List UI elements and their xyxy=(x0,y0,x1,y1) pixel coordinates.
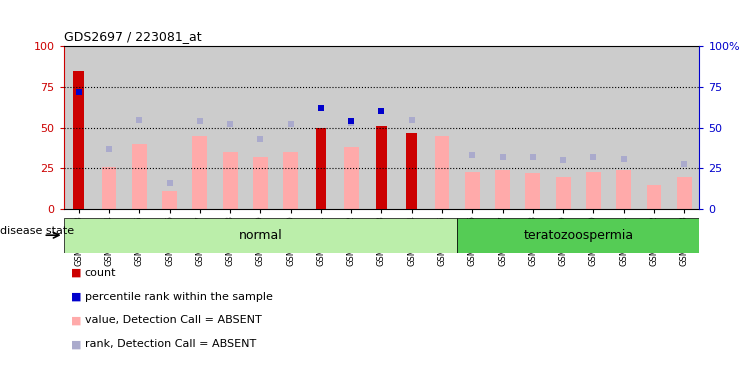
Bar xyxy=(669,46,699,209)
Bar xyxy=(223,152,238,209)
Bar xyxy=(336,46,367,209)
Bar xyxy=(578,46,609,209)
Text: ■: ■ xyxy=(71,268,82,278)
Bar xyxy=(525,174,540,209)
Bar xyxy=(192,136,207,209)
Bar xyxy=(646,185,661,209)
Bar xyxy=(124,46,154,209)
Bar xyxy=(548,46,578,209)
Bar xyxy=(406,132,417,209)
Text: ■: ■ xyxy=(71,291,82,301)
Bar xyxy=(488,46,518,209)
Bar xyxy=(73,71,84,209)
Bar xyxy=(427,46,457,209)
Bar xyxy=(283,152,298,209)
Bar xyxy=(376,126,387,209)
Bar xyxy=(586,172,601,209)
Bar xyxy=(518,46,548,209)
Bar xyxy=(245,46,275,209)
Bar xyxy=(465,172,479,209)
Bar xyxy=(616,170,631,209)
Text: value, Detection Call = ABSENT: value, Detection Call = ABSENT xyxy=(85,315,261,325)
Bar xyxy=(154,46,185,209)
Bar xyxy=(677,177,692,209)
Text: percentile rank within the sample: percentile rank within the sample xyxy=(85,291,272,301)
Bar xyxy=(435,136,450,209)
Text: ■: ■ xyxy=(71,315,82,325)
Text: teratozoospermia: teratozoospermia xyxy=(523,229,634,242)
Bar xyxy=(185,46,215,209)
Bar xyxy=(396,46,427,209)
Bar xyxy=(367,46,396,209)
Bar xyxy=(275,46,306,209)
Bar xyxy=(253,157,268,209)
Bar xyxy=(609,46,639,209)
Text: count: count xyxy=(85,268,116,278)
Bar xyxy=(64,46,94,209)
Bar xyxy=(94,46,124,209)
Bar xyxy=(495,170,510,209)
Text: disease state: disease state xyxy=(0,226,74,237)
Bar xyxy=(556,177,571,209)
Bar xyxy=(457,46,488,209)
FancyBboxPatch shape xyxy=(457,218,699,253)
Bar xyxy=(215,46,245,209)
Text: GDS2697 / 223081_at: GDS2697 / 223081_at xyxy=(64,30,201,43)
Text: normal: normal xyxy=(239,229,282,242)
Bar xyxy=(344,147,358,209)
Bar xyxy=(162,191,177,209)
Bar xyxy=(316,127,326,209)
Text: ■: ■ xyxy=(71,339,82,349)
Bar xyxy=(132,144,147,209)
FancyBboxPatch shape xyxy=(64,218,457,253)
Text: rank, Detection Call = ABSENT: rank, Detection Call = ABSENT xyxy=(85,339,256,349)
Bar xyxy=(639,46,669,209)
Bar xyxy=(306,46,336,209)
Bar xyxy=(102,167,117,209)
